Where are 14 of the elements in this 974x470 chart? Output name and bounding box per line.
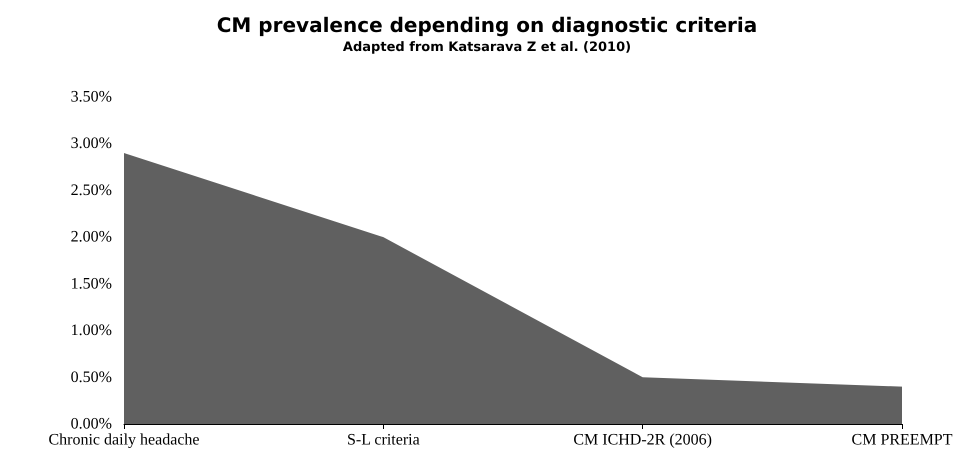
y-tick-label: 0.50% — [70, 368, 112, 386]
chart-subtitle: Adapted from Katsarava Z et al. (2010) — [342, 40, 632, 55]
y-tick-label: 1.00% — [70, 322, 112, 340]
chart-title: CM prevalence depending on diagnostic criteria — [216, 13, 758, 37]
x-tick-label: CM ICHD-2R (2006) — [573, 432, 712, 448]
x-tick-label: CM PREEMPT — [852, 432, 953, 448]
y-tick-label: 3.50% — [70, 88, 112, 106]
y-tick-label: 2.50% — [70, 182, 112, 199]
y-tick-label: 0.00% — [70, 416, 112, 432]
x-tick-label: S-L criteria — [346, 432, 420, 448]
y-tick-label: 2.00% — [70, 228, 112, 246]
y-tick-label: 3.00% — [70, 135, 112, 152]
x-tick-label: Chronic daily headache — [48, 432, 200, 448]
y-tick-label: 1.50% — [70, 275, 112, 292]
